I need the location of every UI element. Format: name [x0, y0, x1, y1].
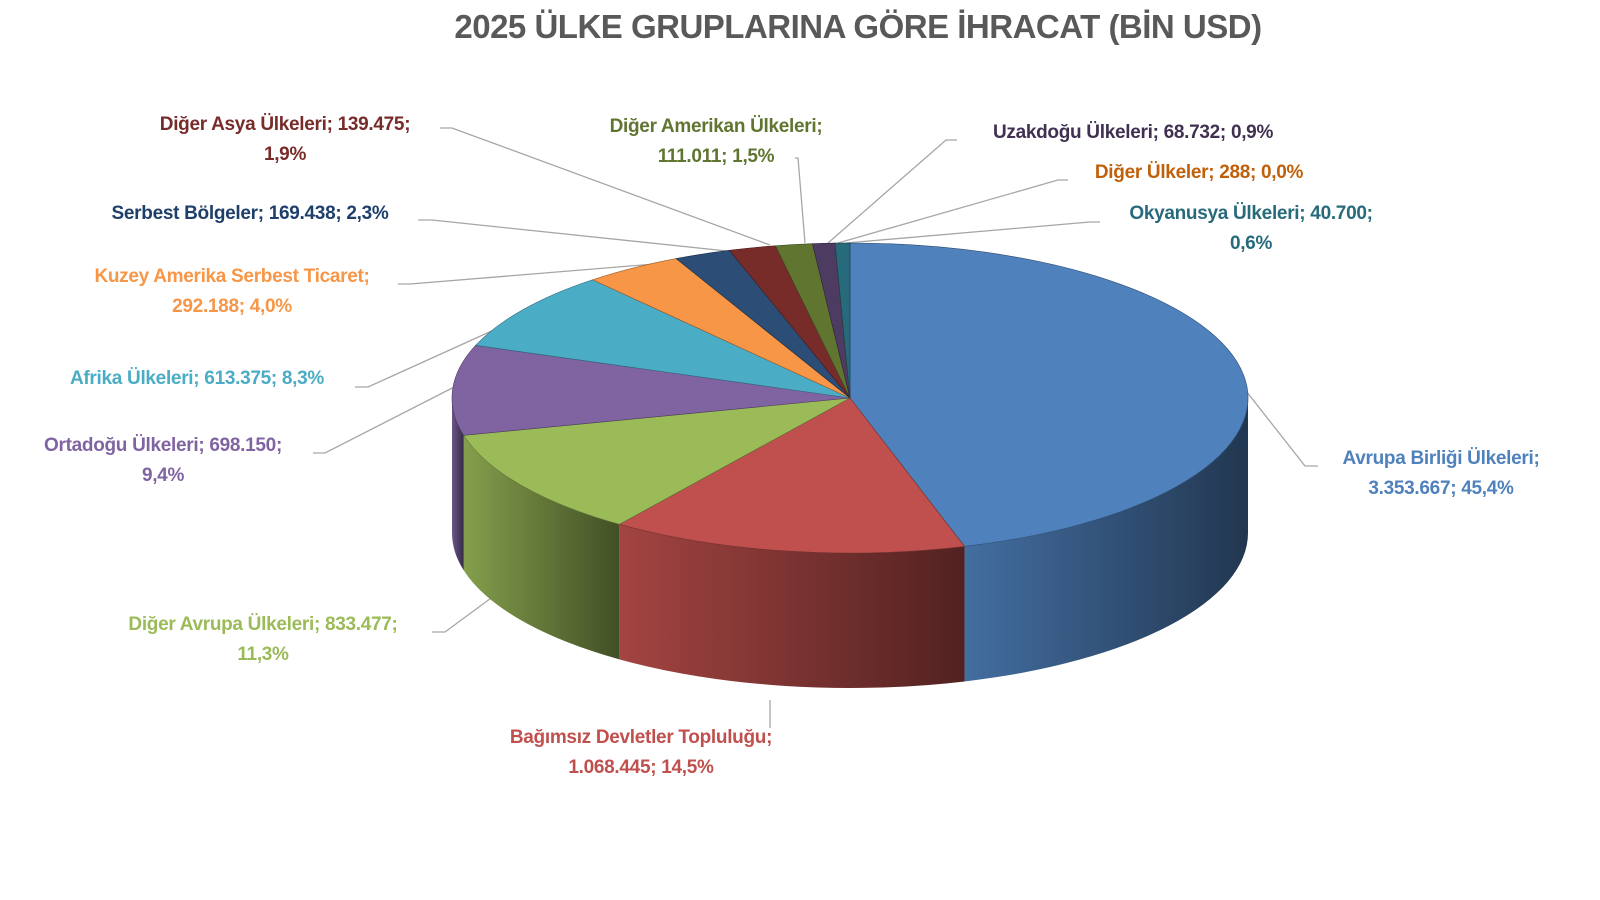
label-percent: 0,6%: [1229, 233, 1273, 254]
label-name: Diğer Amerikan Ülkeleri: [609, 116, 817, 137]
label-value: 40.700: [1310, 203, 1367, 224]
leader-line: [837, 179, 1068, 244]
label-percent: 1,5%: [732, 146, 775, 167]
label-percent: 1,9%: [263, 144, 307, 165]
label-value: 292.188: [172, 296, 239, 317]
label-name: Uzakdoğu Ülkeleri: [992, 122, 1153, 143]
label-name: Avrupa Birliği Ülkeleri: [1342, 448, 1534, 469]
leader-line: [1227, 367, 1318, 467]
leader-line: [398, 262, 668, 285]
label-value: 698.150: [209, 435, 276, 456]
label-percent: 4,0%: [249, 296, 292, 317]
label-value: 833.477: [324, 614, 392, 635]
data-label: Serbest Bölgeler; 169.438; 2,3%: [111, 203, 389, 224]
leader-lines: [313, 127, 1318, 728]
label-percent: 0,0%: [1261, 162, 1304, 183]
leader-line: [418, 219, 728, 252]
label-value: 139.475: [337, 114, 405, 135]
data-label: Diğer Amerikan Ülkeleri; 111.011; 1,5%: [609, 116, 823, 167]
leader-line: [845, 221, 1100, 244]
slice-ba-ms-z-devletler-toplulu-u[interactable]: [618, 397, 966, 554]
label-percent: 45,4%: [1461, 478, 1514, 499]
slice-ortado-u-lkeleri[interactable]: [451, 345, 851, 436]
slice-di-er-avrupa-lkeleri[interactable]: [463, 397, 851, 525]
label-name: Ortadoğu Ülkeleri: [44, 435, 199, 456]
slice-avrupa-birli-i-lkeleri-side: [964, 398, 1248, 682]
slice-okyanusya-lkeleri[interactable]: [834, 242, 851, 399]
slice-di-er-avrupa-lkeleri-side: [463, 435, 620, 660]
data-label: Diğer Avrupa Ülkeleri; 833.477; 11,3%: [128, 614, 398, 665]
data-label: Afrika Ülkeleri; 613.375; 8,3%: [69, 368, 325, 389]
data-label: Diğer Ülkeler; 288; 0,0%: [1094, 162, 1304, 183]
pie-tops: [451, 242, 1249, 554]
label-name: Bağımsız Devletler Topluluğu: [509, 727, 767, 748]
data-label: Kuzey Amerika Serbest Ticaret; 292.188; …: [94, 266, 370, 317]
label-percent: 0,9%: [1230, 122, 1274, 143]
data-label: Uzakdoğu Ülkeleri; 68.732; 0,9%: [992, 122, 1274, 143]
leader-line: [313, 382, 463, 454]
label-name: Serbest Bölgeler: [111, 203, 259, 224]
label-value: 3.353.667: [1368, 478, 1451, 499]
label-percent: 14,5%: [661, 757, 714, 778]
leader-line: [795, 157, 806, 244]
label-value: 1.068.445: [568, 757, 651, 778]
label-name: Afrika Ülkeleri: [69, 368, 194, 389]
slice-ortado-u-lkeleri-side: [452, 398, 464, 571]
label-value: 111.011: [657, 146, 722, 167]
label-name: Kuzey Amerika Serbest Ticaret: [94, 266, 364, 287]
label-name: Okyanusya Ülkeleri: [1129, 203, 1300, 224]
label-value: 68.732: [1163, 122, 1221, 143]
label-percent: 11,3%: [237, 644, 289, 665]
slice-ba-ms-z-devletler-toplulu-u-side: [619, 524, 965, 688]
label-value: 169.438: [268, 203, 336, 224]
data-label: Avrupa Birliği Ülkeleri; 3.353.667; 45,4…: [1342, 448, 1540, 499]
data-label: Bağımsız Devletler Topluluğu; 1.068.445;…: [509, 727, 773, 778]
chart-title: 2025 ÜLKE GRUPLARINA GÖRE İHRACAT (BİN U…: [454, 8, 1262, 45]
leader-line: [440, 127, 771, 246]
label-percent: 2,3%: [346, 203, 389, 224]
label-value: 288: [1219, 162, 1251, 183]
label-name: Diğer Asya Ülkeleri: [159, 114, 327, 135]
label-percent: 9,4%: [141, 465, 185, 486]
label-percent: 8,3%: [281, 368, 325, 389]
label-name: Diğer Ülkeler: [1094, 162, 1209, 183]
label-name: Diğer Avrupa Ülkeleri: [128, 614, 314, 635]
slice-afrika-lkeleri[interactable]: [475, 279, 851, 399]
leader-line: [827, 139, 957, 244]
pie-sides: [452, 398, 1248, 688]
data-label: Diğer Asya Ülkeleri; 139.475; 1,9%: [159, 114, 411, 165]
data-label: Ortadoğu Ülkeleri; 698.150; 9,4%: [44, 435, 282, 486]
leader-line: [432, 589, 503, 633]
data-label: Okyanusya Ülkeleri; 40.700; 0,6%: [1129, 203, 1373, 254]
slice-avrupa-birli-i-lkeleri[interactable]: [849, 242, 1249, 547]
label-value: 613.375: [204, 368, 271, 389]
